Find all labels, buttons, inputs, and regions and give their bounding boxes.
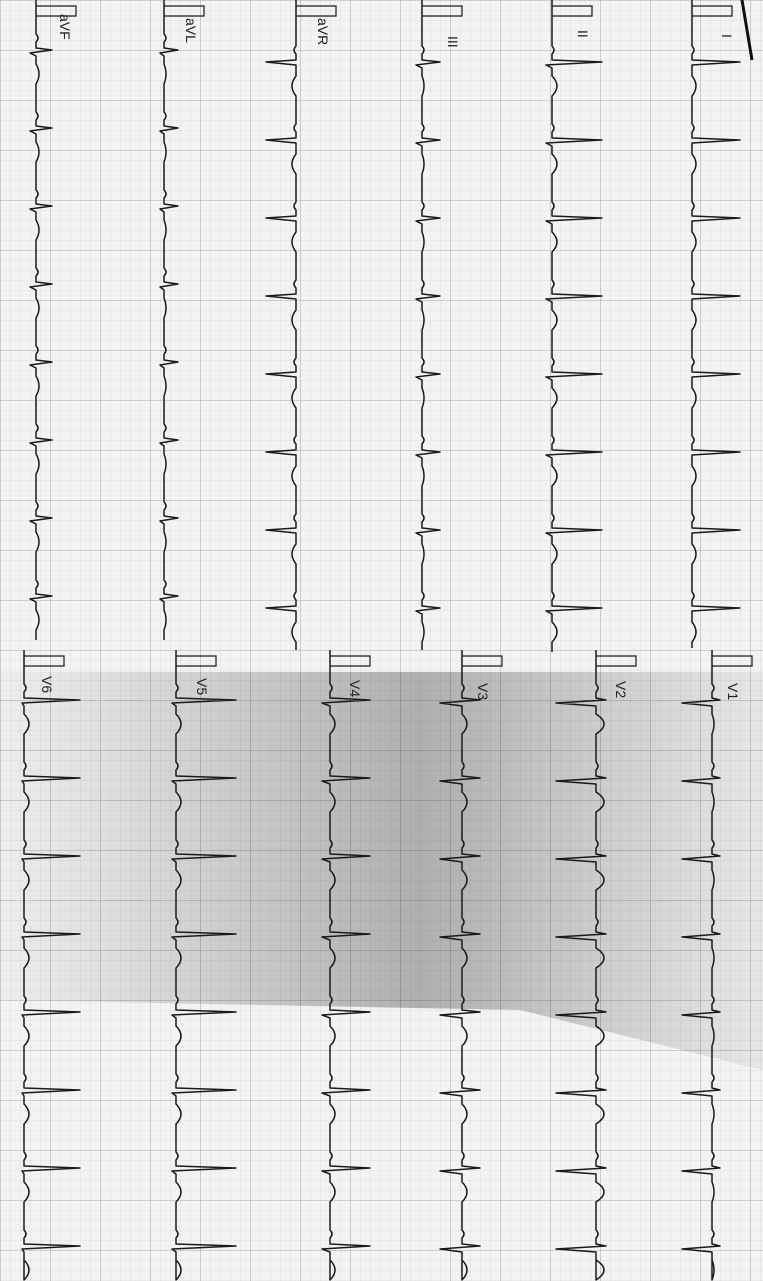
calibration-pulse-III: [422, 5, 463, 17]
ecg-traces: [21, 0, 753, 1281]
calibration-pulse-V4: [330, 655, 371, 667]
trace-V2: [555, 650, 607, 1281]
lead-label-II: II: [575, 30, 591, 38]
trace-aVF: [29, 0, 53, 640]
lead-label-aVF: aVF: [57, 14, 73, 40]
trace-V6: [21, 650, 81, 1281]
calibration-pulse-aVF: [36, 5, 77, 17]
lead-label-V2: V2: [613, 681, 629, 698]
calibration-pulse-V2: [596, 655, 637, 667]
calibration-pulse-I: [692, 5, 733, 17]
lead-label-aVL: aVL: [183, 18, 199, 43]
trace-aVR: [265, 0, 297, 650]
trace-V3: [439, 650, 481, 1281]
trace-V5: [171, 650, 237, 1281]
calibration-pulse-V6: [24, 655, 65, 667]
calibration-pulse-V1: [712, 655, 753, 667]
calibration-pulse-aVR: [296, 5, 337, 17]
calibration-pulse-aVL: [164, 5, 205, 17]
lead-labels: I II III aVR aVL aVF V1 V2 V3 V4 V5 V6: [39, 14, 741, 700]
lead-label-V6: V6: [39, 676, 55, 693]
lead-label-V5: V5: [194, 678, 210, 695]
calibration-pulse-V5: [176, 655, 217, 667]
lead-label-V1: V1: [725, 683, 741, 700]
photo-shadow: [0, 672, 763, 1070]
lead-label-I: I: [719, 34, 735, 38]
trace-V1: [681, 650, 721, 1281]
lead-label-V4: V4: [347, 680, 363, 697]
lead-label-V3: V3: [475, 683, 491, 700]
trace-aVL: [159, 0, 179, 640]
pen-mark: [740, 0, 754, 61]
trace-III: [415, 0, 441, 650]
trace-V4: [321, 650, 371, 1281]
lead-label-aVR: aVR: [315, 18, 331, 45]
trace-II: [545, 0, 603, 652]
lead-label-III: III: [445, 36, 461, 48]
calibration-pulse-V3: [462, 655, 503, 667]
calibration-pulse-II: [552, 5, 593, 17]
trace-I: [691, 0, 741, 648]
